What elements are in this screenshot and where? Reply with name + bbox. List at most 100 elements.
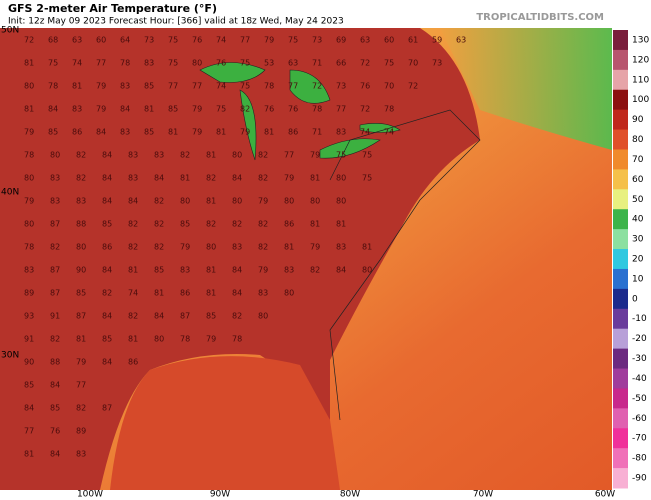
station-value: 81 bbox=[206, 151, 216, 160]
station-value: 77 bbox=[288, 82, 298, 91]
station-value: 82 bbox=[50, 335, 60, 344]
station-value: 85 bbox=[24, 381, 34, 390]
station-value: 81 bbox=[128, 335, 138, 344]
title: GFS 2-meter Air Temperature (°F) bbox=[8, 2, 217, 15]
station-value: 79 bbox=[258, 197, 268, 206]
station-value: 77 bbox=[76, 381, 86, 390]
colorbar-segment bbox=[613, 49, 628, 71]
colorbar-tick-label: 30 bbox=[632, 235, 644, 245]
station-value: 84 bbox=[102, 312, 112, 321]
colorbar-tick-label: -40 bbox=[632, 374, 647, 384]
colorbar-tick-label: 120 bbox=[632, 55, 649, 65]
station-value: 84 bbox=[24, 404, 34, 413]
station-value: 80 bbox=[180, 197, 190, 206]
station-value: 81 bbox=[216, 128, 226, 137]
station-value: 77 bbox=[284, 151, 294, 160]
station-value: 82 bbox=[258, 174, 268, 183]
station-value: 89 bbox=[24, 289, 34, 298]
colorbar-tick-label: 50 bbox=[632, 195, 644, 205]
station-value: 74 bbox=[216, 36, 226, 45]
station-value: 69 bbox=[336, 36, 346, 45]
station-value: 84 bbox=[102, 174, 112, 183]
station-value: 87 bbox=[180, 312, 190, 321]
station-value: 82 bbox=[258, 220, 268, 229]
station-value: 75 bbox=[384, 59, 394, 68]
station-value: 72 bbox=[408, 82, 418, 91]
station-value: 76 bbox=[50, 427, 60, 436]
station-value: 76 bbox=[216, 59, 226, 68]
station-value: 76 bbox=[360, 82, 370, 91]
station-value: 80 bbox=[284, 289, 294, 298]
station-value: 76 bbox=[264, 105, 274, 114]
station-value: 77 bbox=[240, 36, 250, 45]
station-value: 81 bbox=[24, 59, 34, 68]
lon-label: 90W bbox=[210, 490, 230, 500]
station-value: 84 bbox=[336, 266, 346, 275]
station-value: 83 bbox=[232, 243, 242, 252]
station-value: 86 bbox=[72, 128, 82, 137]
station-value: 63 bbox=[72, 36, 82, 45]
station-value: 84 bbox=[154, 174, 164, 183]
station-value: 81 bbox=[206, 289, 216, 298]
station-value: 75 bbox=[168, 59, 178, 68]
station-value: 87 bbox=[50, 266, 60, 275]
station-value: 80 bbox=[76, 243, 86, 252]
station-value: 83 bbox=[50, 197, 60, 206]
colorbar-tick-label: 0 bbox=[632, 294, 638, 304]
colorbar-segment bbox=[613, 308, 628, 330]
station-value: 80 bbox=[24, 82, 34, 91]
station-value: 82 bbox=[154, 243, 164, 252]
station-value: 78 bbox=[264, 82, 274, 91]
station-value: 79 bbox=[240, 128, 250, 137]
station-value: 91 bbox=[24, 335, 34, 344]
station-value: 72 bbox=[360, 59, 370, 68]
station-value: 82 bbox=[76, 404, 86, 413]
station-value: 63 bbox=[288, 59, 298, 68]
station-value: 66 bbox=[336, 59, 346, 68]
station-value: 83 bbox=[128, 151, 138, 160]
station-value: 77 bbox=[168, 82, 178, 91]
map-field bbox=[0, 28, 612, 490]
colorbar-tick-label: -90 bbox=[632, 474, 647, 484]
station-value: 84 bbox=[50, 450, 60, 459]
station-value: 80 bbox=[258, 312, 268, 321]
station-value: 79 bbox=[192, 128, 202, 137]
station-value: 83 bbox=[284, 266, 294, 275]
station-value: 83 bbox=[72, 105, 82, 114]
colorbar-tick-label: 70 bbox=[632, 155, 644, 165]
colorbar-segment bbox=[613, 388, 628, 409]
station-value: 63 bbox=[360, 36, 370, 45]
station-value: 86 bbox=[180, 289, 190, 298]
station-value: 82 bbox=[232, 220, 242, 229]
station-value: 68 bbox=[48, 36, 58, 45]
lon-label: 100W bbox=[77, 490, 103, 500]
station-value: 82 bbox=[128, 220, 138, 229]
colorbar-segment bbox=[613, 69, 628, 91]
colorbar-segment bbox=[613, 189, 628, 210]
station-value: 83 bbox=[120, 82, 130, 91]
station-value: 75 bbox=[362, 174, 372, 183]
station-value: 80 bbox=[362, 266, 372, 275]
colorbar-tick-label: 100 bbox=[632, 95, 649, 105]
station-value: 80 bbox=[336, 174, 346, 183]
station-value: 83 bbox=[128, 174, 138, 183]
station-value: 79 bbox=[284, 174, 294, 183]
station-value: 82 bbox=[310, 266, 320, 275]
station-value: 85 bbox=[180, 220, 190, 229]
station-value: 88 bbox=[76, 220, 86, 229]
station-value: 86 bbox=[128, 358, 138, 367]
station-value: 72 bbox=[24, 36, 34, 45]
station-value: 81 bbox=[72, 82, 82, 91]
station-value: 63 bbox=[456, 36, 466, 45]
station-value: 83 bbox=[120, 128, 130, 137]
station-value: 76 bbox=[192, 36, 202, 45]
station-value: 85 bbox=[154, 266, 164, 275]
station-value: 74 bbox=[360, 128, 370, 137]
station-value: 81 bbox=[310, 220, 320, 229]
colorbar-segment bbox=[613, 348, 628, 370]
station-value: 80 bbox=[284, 197, 294, 206]
station-value: 60 bbox=[384, 36, 394, 45]
station-value: 78 bbox=[180, 335, 190, 344]
colorbar-tick-label: 90 bbox=[632, 115, 644, 125]
source: TROPICALTIDBITS.COM bbox=[476, 12, 604, 23]
